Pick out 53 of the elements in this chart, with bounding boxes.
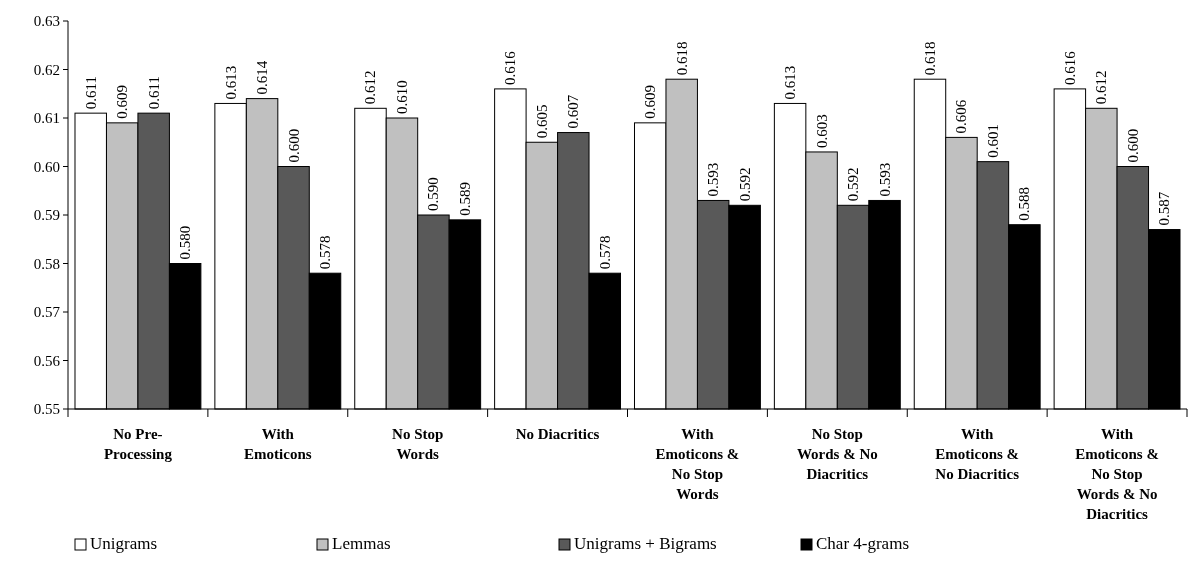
y-tick-label: 0.61 (33, 110, 60, 127)
data-label: 0.590 (425, 177, 442, 211)
x-tick-label: With Emoticons & No Stop Words (655, 426, 740, 502)
data-label: 0.613 (222, 65, 239, 100)
data-label: 0.612 (1093, 70, 1110, 105)
data-label: 0.610 (393, 80, 410, 114)
data-label: 0.580 (177, 225, 194, 260)
data-label: 0.609 (642, 85, 659, 119)
data-label: 0.601 (984, 123, 1001, 158)
data-label: 0.593 (705, 162, 722, 197)
legend-label: Lemmas (332, 534, 391, 553)
legend-label: Unigrams + Bigrams (574, 534, 717, 553)
data-label: 0.611 (82, 75, 99, 110)
data-label: 0.609 (114, 85, 131, 119)
data-label: 0.613 (782, 65, 799, 100)
x-tick-label: With Emoticons & No Stop Words & No Diacritics (1075, 426, 1159, 522)
data-label: 0.616 (1061, 50, 1078, 85)
data-label: 0.578 (596, 235, 613, 270)
data-label: 0.592 (736, 167, 753, 202)
y-tick-label: 0.57 (33, 304, 61, 321)
x-tick-label: No Stop Words & No Diacritics (796, 426, 878, 482)
data-label: 0.592 (845, 167, 862, 202)
x-tick-label: With Emoticons & No Diacritics (935, 426, 1020, 482)
x-tick-label: With Emoticons (244, 426, 312, 462)
data-label: 0.606 (953, 99, 970, 134)
data-label: 0.600 (1124, 128, 1141, 163)
y-tick-label: 0.63 (33, 13, 60, 30)
y-tick-label: 0.58 (33, 255, 60, 272)
data-label: 0.605 (533, 104, 550, 139)
x-tick-label: No Stop Words (392, 426, 444, 462)
data-label: 0.616 (502, 50, 519, 85)
y-tick-label: 0.56 (33, 352, 61, 369)
legend-label: Char 4-grams (816, 534, 910, 553)
y-tick-label: 0.59 (33, 207, 60, 224)
data-label: 0.612 (362, 70, 379, 105)
data-label: 0.593 (876, 162, 893, 197)
data-label: 0.607 (565, 94, 582, 129)
data-label: 0.589 (456, 182, 473, 216)
data-label: 0.618 (921, 41, 938, 76)
y-tick-label: 0.55 (33, 401, 60, 418)
data-label: 0.587 (1156, 191, 1173, 226)
data-label: 0.603 (813, 114, 830, 148)
x-tick-label: No Diacritics (515, 426, 600, 442)
data-label: 0.588 (1016, 186, 1033, 221)
data-label: 0.614 (254, 60, 271, 95)
data-label: 0.611 (145, 75, 162, 110)
data-label: 0.600 (285, 128, 302, 163)
x-tick-label: No Pre-Processing (103, 426, 173, 462)
y-tick-label: 0.60 (33, 158, 60, 175)
legend-label: Unigrams (90, 534, 158, 553)
data-label: 0.618 (673, 41, 690, 76)
data-label: 0.578 (317, 235, 334, 270)
y-tick-label: 0.62 (33, 61, 60, 78)
